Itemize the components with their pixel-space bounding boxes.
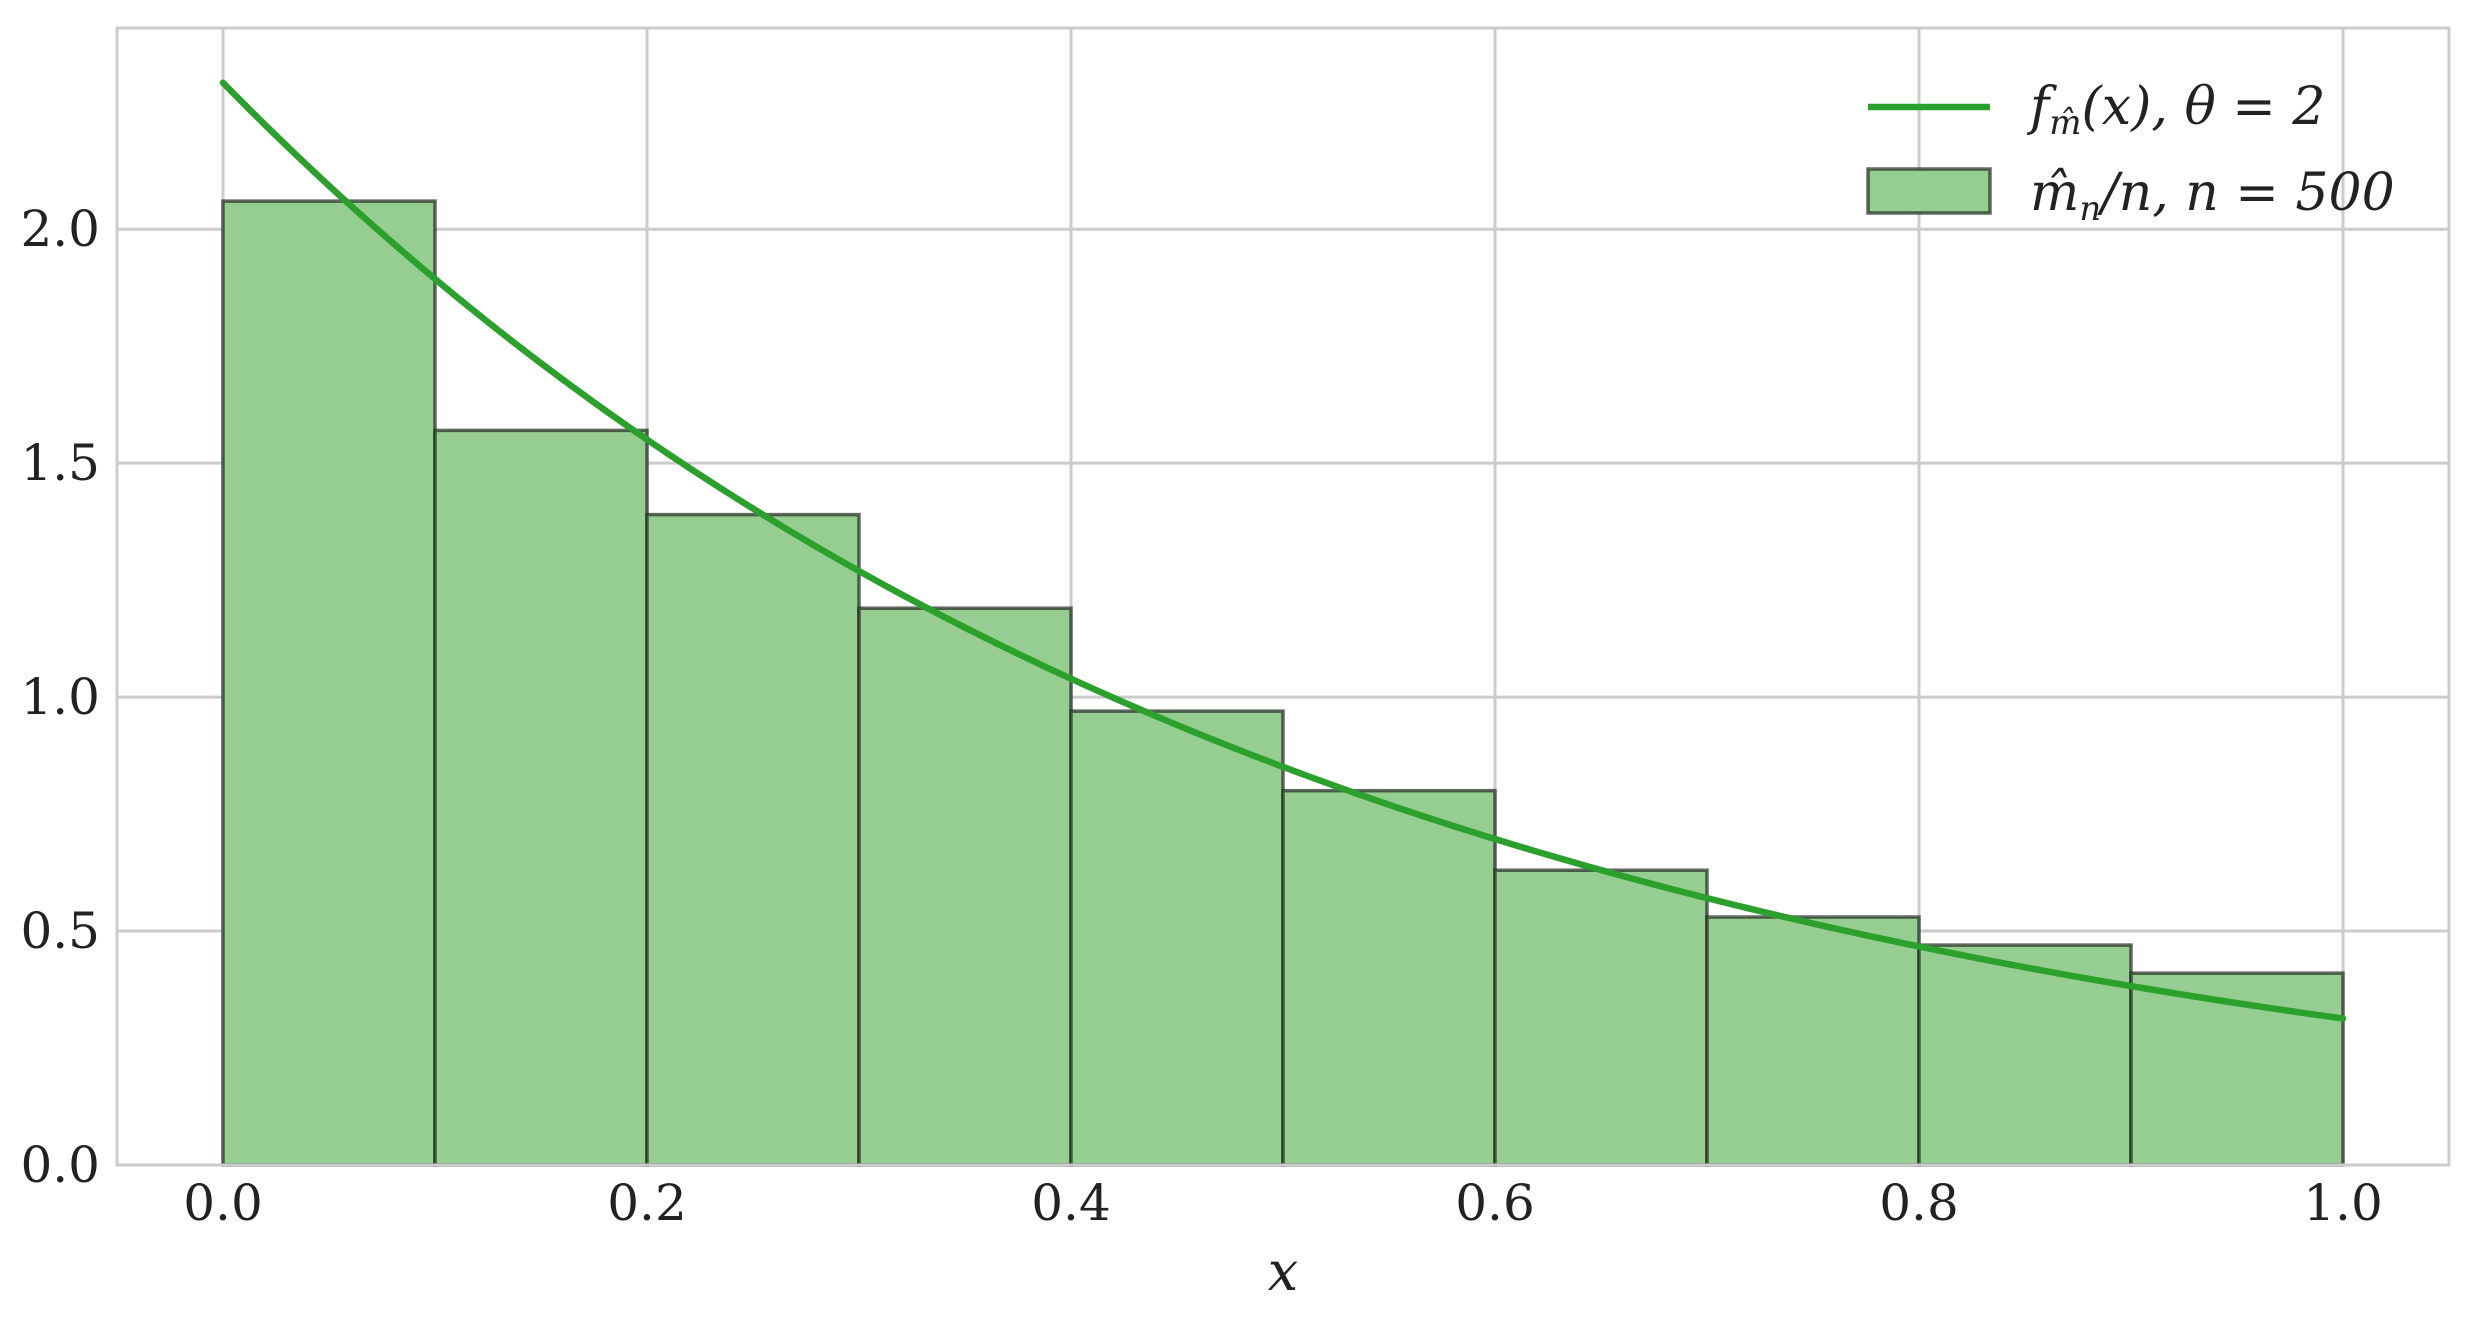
y-tick-label-4: 2.0 (20, 200, 100, 258)
y-tick-label-1: 0.5 (20, 902, 100, 960)
density-curve (219, 79, 2347, 1022)
histogram-bar-1 (433, 428, 649, 1167)
x-tick-label-4: 0.8 (1879, 1174, 1959, 1232)
histogram-bar-6 (1493, 868, 1709, 1167)
y-tick-label-0: 0.0 (20, 1136, 100, 1194)
y-tick-label-2: 1.0 (20, 668, 100, 726)
y-tick-label-3: 1.5 (20, 434, 100, 492)
density-curve-group (219, 79, 2347, 1022)
x-axis-label: x (1268, 1240, 1298, 1303)
legend-label-density-rest: (x), θ = 2 (2082, 77, 2326, 137)
y-tick-labels: 0.0 0.5 1.0 1.5 2.0 (20, 200, 100, 1194)
legend: fm̂(x), θ = 2 m̂n/n, n = 500 (1866, 77, 2395, 229)
histogram-bar-7 (1705, 915, 1921, 1167)
x-tick-label-2: 0.4 (1031, 1174, 1111, 1232)
legend-label-histogram-main: m̂ (2030, 163, 2079, 223)
legend-label-density: fm̂(x), θ = 2 (2026, 77, 2325, 143)
histogram-bar-4 (1069, 709, 1285, 1167)
legend-label-histogram-sub: n (2079, 189, 2101, 229)
legend-label-histogram-rest: /n, n = 500 (2096, 163, 2394, 223)
histogram-bars (221, 199, 2345, 1167)
x-tick-label-3: 0.6 (1455, 1174, 1535, 1232)
histogram-bar-3 (857, 606, 1073, 1167)
x-tick-label-1: 0.2 (607, 1174, 687, 1232)
legend-label-histogram: m̂n/n, n = 500 (2030, 163, 2395, 229)
x-tick-labels: 0.0 0.2 0.4 0.6 0.8 1.0 (183, 1174, 2383, 1232)
plot-frame (115, 26, 2451, 1167)
histogram-bar-2 (645, 512, 861, 1167)
x-tick-label-0: 0.0 (183, 1174, 263, 1232)
legend-label-density-sub: m̂ (2049, 103, 2081, 143)
histogram-bar-0 (221, 199, 437, 1167)
legend-patch-swatch (1866, 167, 1992, 215)
histogram-bar-5 (1281, 788, 1497, 1167)
x-tick-label-5: 1.0 (2303, 1174, 2383, 1232)
